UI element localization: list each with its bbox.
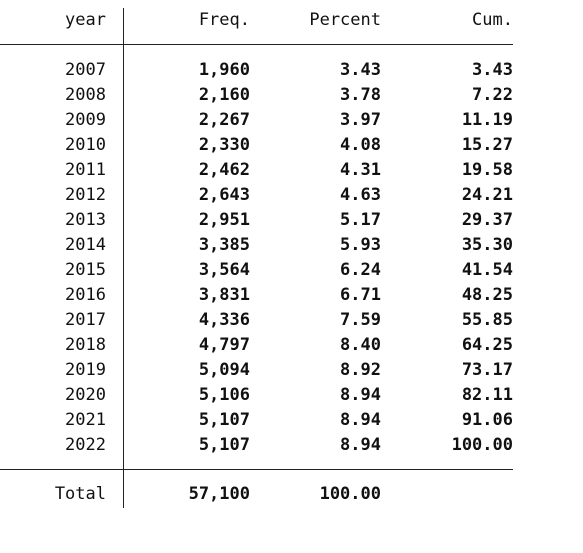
cell: 7.22 — [472, 85, 513, 105]
header-cell: Freq. — [199, 10, 250, 30]
cell: 4.31 — [340, 160, 381, 180]
header-cell: Cum. — [472, 10, 513, 30]
cell: 5,107 — [199, 410, 250, 430]
row-label: 2010 — [65, 135, 106, 155]
cell: 3.43 — [472, 60, 513, 80]
cell: 3,385 — [199, 235, 250, 255]
cell: 8.92 — [340, 360, 381, 380]
cell: 8.40 — [340, 335, 381, 355]
row-label: 2014 — [65, 235, 106, 255]
cell: 24.21 — [462, 185, 513, 205]
row-label: 2013 — [65, 210, 106, 230]
row-label: 2011 — [65, 160, 106, 180]
row-label: 2017 — [65, 310, 106, 330]
cell: 15.27 — [462, 135, 513, 155]
cell: 2,643 — [199, 185, 250, 205]
cell: 5,094 — [199, 360, 250, 380]
cell: 4,797 — [199, 335, 250, 355]
cell: 7.59 — [340, 310, 381, 330]
header-cell: Percent — [309, 10, 381, 30]
row-label: 2018 — [65, 335, 106, 355]
cell: 2,267 — [199, 110, 250, 130]
cell: 4.08 — [340, 135, 381, 155]
cell: 5,107 — [199, 435, 250, 455]
row-label: 2019 — [65, 360, 106, 380]
cell: 55.85 — [462, 310, 513, 330]
row-label: 2016 — [65, 285, 106, 305]
row-label: 2021 — [65, 410, 106, 430]
cell: 8.94 — [340, 385, 381, 405]
cell: 48.25 — [462, 285, 513, 305]
cell: 8.94 — [340, 410, 381, 430]
cell: 3.97 — [340, 110, 381, 130]
cell: 35.30 — [462, 235, 513, 255]
cell: 19.58 — [462, 160, 513, 180]
cell: 5.93 — [340, 235, 381, 255]
cell: 2,160 — [199, 85, 250, 105]
row-label: 2007 — [65, 60, 106, 80]
cell: 3.78 — [340, 85, 381, 105]
cell: 91.06 — [462, 410, 513, 430]
cell: 100.00 — [452, 435, 513, 455]
row-label: 2008 — [65, 85, 106, 105]
cell: 2,330 — [199, 135, 250, 155]
cell: 5.17 — [340, 210, 381, 230]
cell: 6.24 — [340, 260, 381, 280]
cell: 41.54 — [462, 260, 513, 280]
cell: 11.19 — [462, 110, 513, 130]
cell: 6.71 — [340, 285, 381, 305]
row-label: 2009 — [65, 110, 106, 130]
row-label: 2012 — [65, 185, 106, 205]
total-label: Total — [55, 484, 106, 504]
cell: 29.37 — [462, 210, 513, 230]
cell: 64.25 — [462, 335, 513, 355]
cell: 3,564 — [199, 260, 250, 280]
row-label: 2015 — [65, 260, 106, 280]
cell: 4,336 — [199, 310, 250, 330]
cell: 5,106 — [199, 385, 250, 405]
cell: 82.11 — [462, 385, 513, 405]
row-label: 2020 — [65, 385, 106, 405]
cell: 2,951 — [199, 210, 250, 230]
cell: 4.63 — [340, 185, 381, 205]
header-cell: year — [65, 10, 106, 30]
total-cell: 57,100 — [189, 484, 250, 504]
cell: 8.94 — [340, 435, 381, 455]
cell: 3.43 — [340, 60, 381, 80]
row-label: 2022 — [65, 435, 106, 455]
cell: 3,831 — [199, 285, 250, 305]
cell: 73.17 — [462, 360, 513, 380]
cell: 1,960 — [199, 60, 250, 80]
cell: 2,462 — [199, 160, 250, 180]
total-cell: 100.00 — [320, 484, 381, 504]
